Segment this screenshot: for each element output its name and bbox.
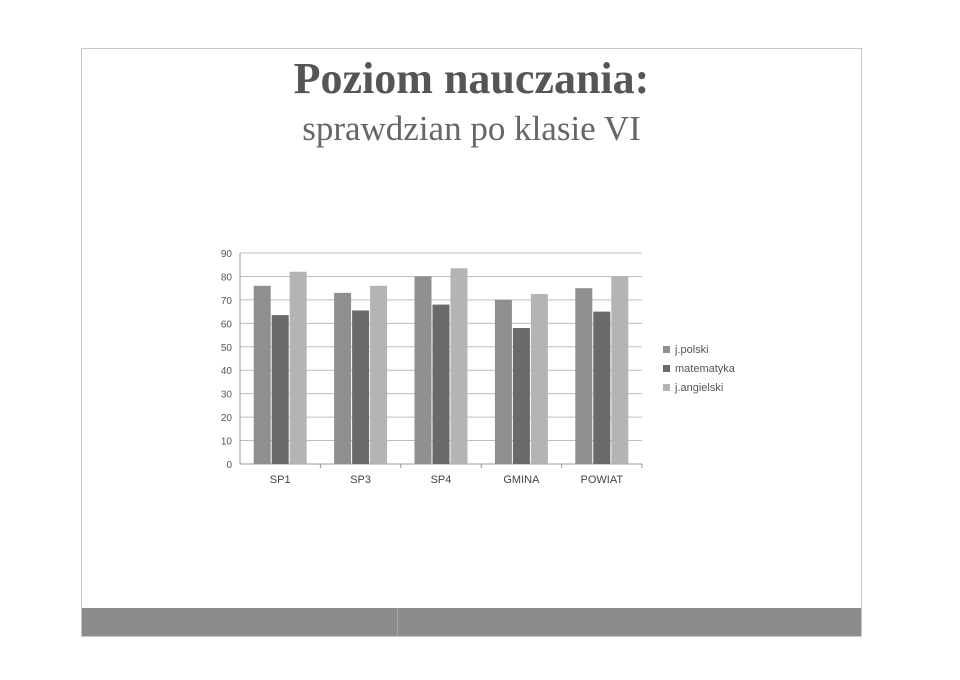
footer-bar — [82, 608, 861, 636]
bar-jangielski-sp4 — [450, 268, 468, 464]
y-tick-label: 20 — [221, 413, 233, 424]
legend-item-jangielski: j.angielski — [663, 378, 735, 397]
x-tick-label: POWIAT — [581, 474, 624, 486]
bar-jpolski-sp1 — [253, 285, 271, 464]
chart-legend: j.polski matematyka j.angielski — [663, 340, 735, 397]
bar-jpolski-powiat — [575, 288, 593, 464]
legend-item-matematyka: matematyka — [663, 359, 735, 378]
bar-matematyka-sp1 — [271, 315, 289, 464]
y-tick-label: 40 — [221, 366, 233, 377]
y-tick-label: 80 — [221, 272, 233, 283]
legend-swatch — [663, 346, 670, 353]
bar-matematyka-sp4 — [432, 304, 450, 464]
slide-title: Poziom nauczania: — [293, 54, 650, 103]
bar-jangielski-sp1 — [289, 271, 307, 464]
legend-label: j.polski — [675, 343, 709, 356]
bar-jpolski-gmina — [494, 299, 512, 464]
y-tick-label: 60 — [221, 319, 233, 330]
legend-label: matematyka — [675, 362, 735, 375]
x-tick-label: SP4 — [431, 474, 452, 486]
y-tick-label: 50 — [221, 343, 233, 354]
y-tick-label: 30 — [221, 390, 233, 401]
bar-jangielski-powiat — [611, 276, 629, 464]
bar-matematyka-powiat — [593, 311, 611, 464]
y-tick-label: 10 — [221, 437, 233, 448]
y-tick-label: 0 — [226, 460, 232, 471]
x-tick-label: SP1 — [270, 474, 291, 486]
bar-jpolski-sp3 — [334, 292, 352, 464]
legend-swatch — [663, 384, 670, 391]
bar-matematyka-sp3 — [352, 310, 370, 464]
bar-jangielski-sp3 — [370, 285, 388, 464]
legend-swatch — [663, 365, 670, 372]
bar-jpolski-sp4 — [414, 276, 432, 464]
y-tick-label: 70 — [221, 296, 233, 307]
slide: Poziom nauczania: sprawdzian po klasie V… — [81, 48, 862, 637]
x-tick-label: SP3 — [350, 474, 371, 486]
legend-label: j.angielski — [675, 381, 724, 394]
x-tick-label: GMINA — [503, 474, 540, 486]
bar-jangielski-gmina — [530, 294, 548, 464]
y-tick-label: 90 — [221, 249, 233, 260]
footer-divider — [397, 608, 398, 636]
slide-subtitle: sprawdzian po klasie VI — [302, 109, 641, 148]
legend-item-jpolski: j.polski — [663, 340, 735, 359]
bar-matematyka-gmina — [512, 328, 530, 464]
